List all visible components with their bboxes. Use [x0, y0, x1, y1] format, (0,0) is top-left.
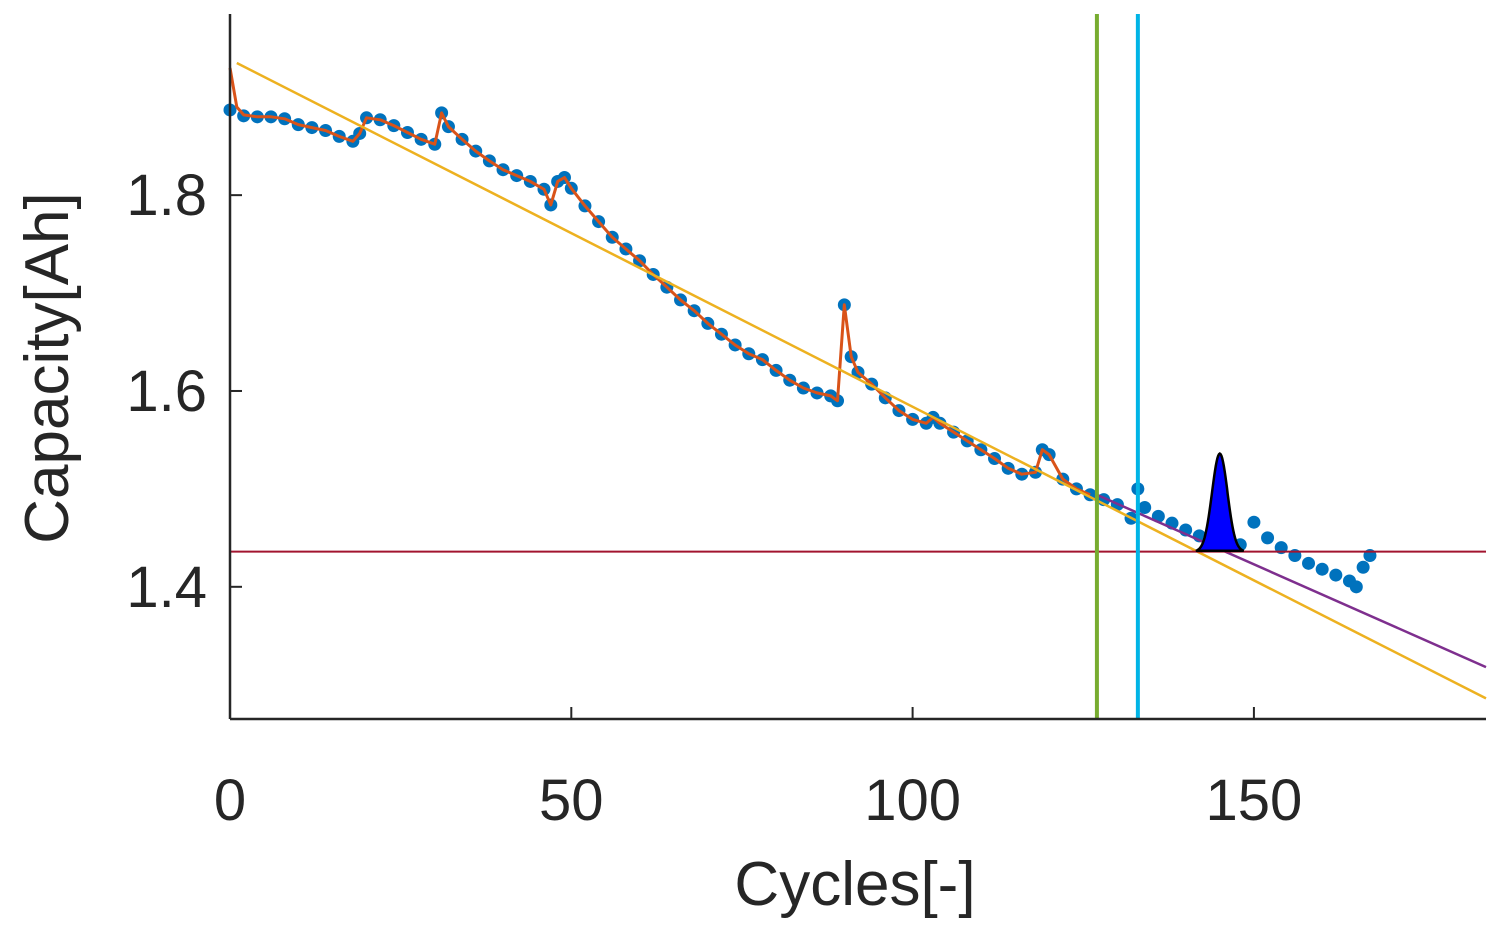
y-tick-label: 1.6 [126, 359, 207, 424]
y-tick-label: 1.8 [126, 163, 207, 228]
plot-area [223, 14, 1487, 719]
x-axis: 0 50 100 150 [214, 707, 1486, 833]
measured-point [1356, 560, 1370, 574]
pdf-shape [1195, 452, 1245, 553]
linear-fit-line [236, 61, 1487, 700]
measured-point [1138, 501, 1152, 514]
measured-point [1329, 568, 1343, 582]
prediction-line [1096, 493, 1487, 669]
y-axis: 1.4 1.6 1.8 [126, 14, 242, 719]
y-tick-label: 1.4 [126, 555, 207, 620]
measured-point [1349, 580, 1363, 594]
y-axis-title: Capacity[Ah] [13, 192, 82, 544]
x-tick-label: 50 [539, 768, 604, 833]
measured-point [1302, 556, 1316, 570]
x-tick-label: 150 [1206, 768, 1303, 833]
x-tick-label: 100 [864, 768, 961, 833]
measured-point [1247, 515, 1261, 529]
x-axis-title: Cycles[-] [734, 850, 975, 919]
x-tick-label: 0 [214, 768, 246, 833]
measured-point [1315, 562, 1329, 576]
measured-point [1261, 531, 1275, 545]
